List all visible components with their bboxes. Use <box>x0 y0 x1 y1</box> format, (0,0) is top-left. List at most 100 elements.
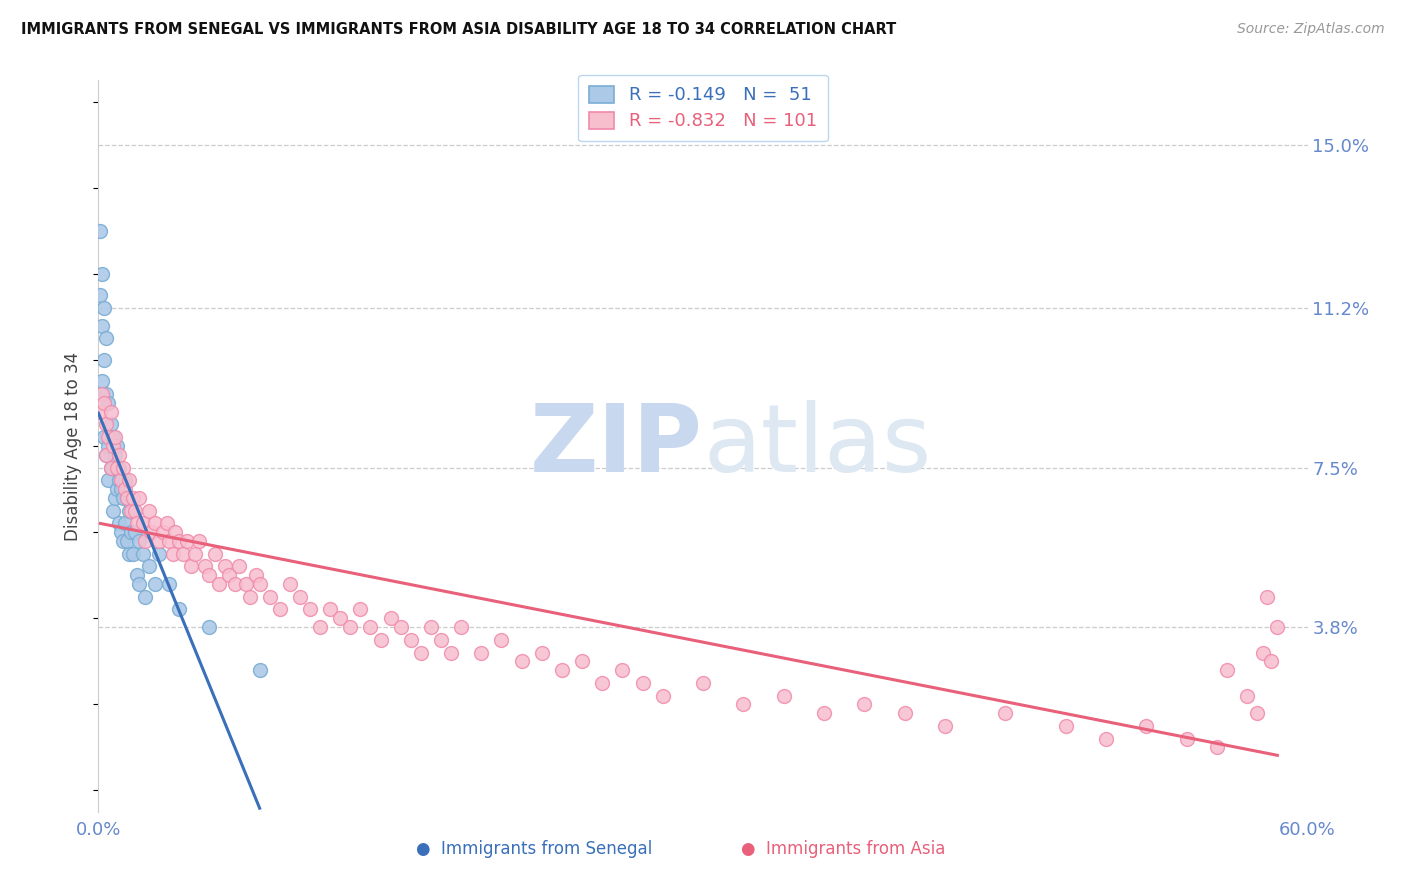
Point <box>491 632 513 647</box>
Point <box>93 301 115 316</box>
Point <box>510 654 533 668</box>
Point <box>180 559 202 574</box>
Point <box>813 706 835 720</box>
Point <box>96 448 118 462</box>
Y-axis label: Disability Age 18 to 34: Disability Age 18 to 34 <box>65 351 83 541</box>
Point <box>134 590 156 604</box>
Point <box>96 448 118 462</box>
Point <box>91 375 114 389</box>
Point <box>143 576 166 591</box>
Point <box>235 576 257 591</box>
Point <box>101 439 124 453</box>
Point <box>93 353 115 368</box>
Point <box>124 503 146 517</box>
Point <box>224 576 246 591</box>
Point <box>134 533 156 548</box>
Point <box>228 559 250 574</box>
Point <box>97 430 120 444</box>
Point <box>380 611 402 625</box>
Point <box>107 448 129 462</box>
Point <box>245 568 267 582</box>
Point <box>167 602 190 616</box>
Point <box>103 448 125 462</box>
Point <box>329 611 352 625</box>
Point <box>100 460 122 475</box>
Point <box>124 524 146 539</box>
Point <box>107 516 129 531</box>
Point <box>138 503 160 517</box>
Point <box>239 590 262 604</box>
Point <box>111 533 134 548</box>
Point <box>125 568 148 582</box>
Point <box>208 576 231 591</box>
Point <box>101 503 124 517</box>
Point <box>1175 731 1198 746</box>
Point <box>269 602 291 616</box>
Point <box>93 396 115 410</box>
Point <box>259 590 281 604</box>
Point <box>148 533 170 548</box>
Point <box>299 602 322 616</box>
Point <box>118 503 141 517</box>
Point <box>114 516 136 531</box>
Point <box>138 559 160 574</box>
Point <box>853 697 876 711</box>
Point <box>188 533 211 548</box>
Point <box>91 318 114 333</box>
Point <box>198 620 221 634</box>
Point <box>176 533 198 548</box>
Point <box>692 675 714 690</box>
Point <box>1251 646 1274 660</box>
Text: atlas: atlas <box>703 400 931 492</box>
Point <box>440 646 463 660</box>
Text: IMMIGRANTS FROM SENEGAL VS IMMIGRANTS FROM ASIA DISABILITY AGE 18 TO 34 CORRELAT: IMMIGRANTS FROM SENEGAL VS IMMIGRANTS FR… <box>21 22 897 37</box>
Point <box>114 482 136 496</box>
Point <box>218 568 240 582</box>
Point <box>107 474 129 488</box>
Point <box>470 646 492 660</box>
Point <box>204 547 226 561</box>
Point <box>1256 590 1278 604</box>
Point <box>1216 663 1239 677</box>
Point <box>1054 719 1077 733</box>
Point <box>101 460 124 475</box>
Point <box>110 474 132 488</box>
Point <box>97 439 120 453</box>
Point <box>651 689 673 703</box>
Point <box>111 460 134 475</box>
Point <box>97 396 120 410</box>
Point <box>319 602 342 616</box>
Point <box>339 620 361 634</box>
Point <box>101 430 124 444</box>
Point <box>156 516 179 531</box>
Point <box>93 430 115 444</box>
Legend: R = -0.149   N =  51, R = -0.832   N = 101: R = -0.149 N = 51, R = -0.832 N = 101 <box>578 75 828 141</box>
Point <box>1246 706 1268 720</box>
Point <box>450 620 472 634</box>
Point <box>157 533 180 548</box>
Point <box>409 646 432 660</box>
Point <box>107 460 129 475</box>
Point <box>551 663 574 677</box>
Point <box>128 533 150 548</box>
Point <box>89 404 111 418</box>
Point <box>249 576 271 591</box>
Point <box>115 491 138 505</box>
Point <box>157 576 180 591</box>
Point <box>111 491 134 505</box>
Point <box>103 430 125 444</box>
Point <box>172 547 194 561</box>
Point <box>1267 620 1289 634</box>
Point <box>125 516 148 531</box>
Point <box>118 474 141 488</box>
Point <box>194 559 217 574</box>
Point <box>278 576 301 591</box>
Point <box>114 474 136 488</box>
Text: ●  Immigrants from Asia: ● Immigrants from Asia <box>741 840 946 858</box>
Point <box>420 620 443 634</box>
Point <box>148 547 170 561</box>
Point <box>103 491 125 505</box>
Point <box>591 675 613 690</box>
Point <box>152 524 174 539</box>
Text: ZIP: ZIP <box>530 400 703 492</box>
